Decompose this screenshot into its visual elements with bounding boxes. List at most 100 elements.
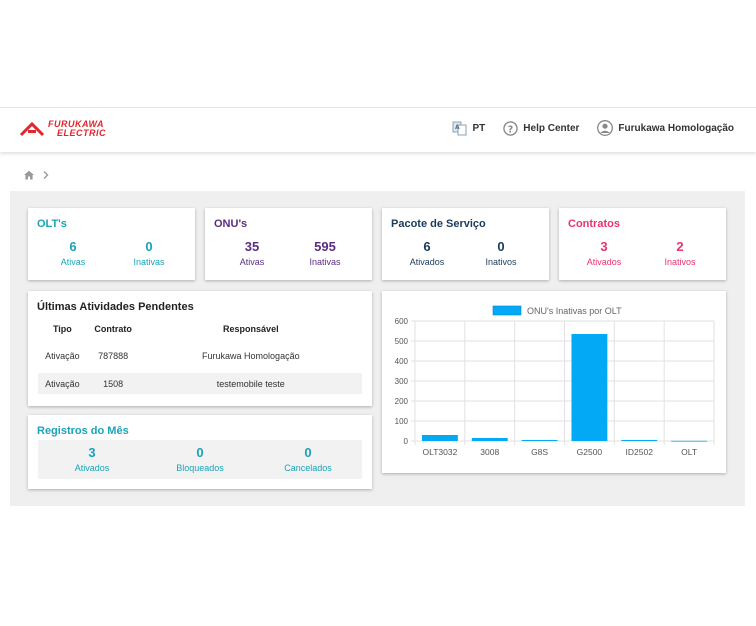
package-active-label: Ativados — [409, 257, 445, 267]
records-blocked-stat: 0 Bloqueados — [165, 445, 235, 475]
y-tick-label: 500 — [395, 337, 409, 346]
contracts-active-label: Ativados — [586, 257, 622, 267]
chart-bar — [621, 440, 658, 441]
contracts-inactive-stat: 2 Inativos — [645, 239, 715, 269]
chart-legend-swatch — [492, 305, 522, 316]
chart-bar — [421, 435, 458, 441]
contracts-active-count: 3 — [600, 239, 608, 254]
package-active-stat: 6 Ativados — [392, 239, 462, 269]
cell-responsavel: Furukawa Homologação — [202, 351, 300, 361]
cell-tipo: Ativação — [45, 351, 80, 361]
cell-contrato: 1508 — [86, 373, 140, 394]
records-activated-stat: 3 Ativados — [57, 445, 127, 475]
breadcrumb — [23, 170, 51, 180]
col-header-tipo: Tipo — [52, 323, 72, 334]
y-tick-label: 0 — [404, 437, 409, 446]
brand-logo[interactable]: FURUKAWA ELECTRIC — [19, 120, 106, 138]
col-header-responsavel: Responsável — [223, 323, 279, 334]
olt-active-label: Ativas — [60, 257, 86, 267]
y-tick-label: 300 — [395, 377, 409, 386]
records-activated-count: 3 — [88, 445, 96, 460]
cell-responsavel: testemobile teste — [139, 373, 362, 394]
chart-legend-label: ONU's Inativas por OLT — [527, 306, 622, 316]
language-selector[interactable]: A PT — [452, 120, 486, 136]
onu-inactive-count: 595 — [314, 239, 336, 254]
contracts-card-title: Contratos — [568, 218, 620, 230]
y-tick-label: 200 — [395, 397, 409, 406]
inactive-onu-chart-card: ONU's Inativas por OLT 0 100 200 300 400 500 60… — [382, 291, 726, 473]
dashboard-content: OLT's 6 Ativas 0 Inativas ONU's 35 Ativa… — [10, 191, 745, 506]
monthly-records-strip — [38, 440, 362, 479]
records-blocked-count: 0 — [196, 445, 204, 460]
help-center-link[interactable]: ? Help Center — [503, 120, 580, 136]
chart-bar — [521, 440, 558, 441]
table-row[interactable]: Ativação 787888 Furukawa Homologação — [38, 339, 362, 373]
service-package-title: Pacote de Serviço — [391, 218, 486, 230]
home-icon[interactable] — [23, 170, 35, 180]
monthly-records-title: Registros do Mês — [37, 425, 129, 437]
olt-active-stat: 6 Ativas — [38, 239, 108, 269]
pending-activities-card: Últimas Atividades Pendentes Tipo Contra… — [28, 291, 372, 406]
onu-active-count: 35 — [244, 239, 260, 254]
x-tick-label: OLT3032 — [423, 447, 458, 457]
x-tick-label: G8S — [531, 447, 548, 457]
chevron-right-icon — [43, 171, 49, 179]
onu-active-label: Ativas — [239, 257, 265, 267]
x-tick-label: ID2502 — [626, 447, 654, 457]
monthly-records-card: Registros do Mês 3 Ativados 0 Bloqueados… — [28, 415, 372, 489]
records-cancelled-label: Cancelados — [284, 463, 332, 473]
records-cancelled-stat: 0 Cancelados — [273, 445, 343, 475]
onu-card[interactable]: ONU's 35 Ativas 595 Inativas — [205, 208, 372, 280]
chart-bar — [471, 438, 508, 441]
contracts-inactive-label: Inativos — [664, 257, 696, 267]
brand-line1: FURUKAWA — [48, 119, 104, 129]
chart-bar — [671, 440, 708, 442]
records-activated-label: Ativados — [74, 463, 110, 473]
question-icon: ? — [503, 120, 519, 136]
svg-text:A: A — [455, 124, 460, 131]
x-tick-label: G2500 — [577, 447, 603, 457]
inactive-onu-bar-chart: ONU's Inativas por OLT 0 100 200 300 400 500 60… — [395, 305, 715, 457]
olt-inactive-label: Inativas — [133, 257, 165, 267]
chart-bar — [571, 334, 608, 441]
brand-line2: ELECTRIC — [57, 128, 106, 138]
language-label: PT — [472, 122, 486, 134]
olt-inactive-stat: 0 Inativas — [114, 239, 184, 269]
furukawa-logo-icon — [19, 121, 45, 137]
olt-card-title: OLT's — [37, 218, 67, 230]
translate-icon: A — [452, 121, 467, 136]
x-tick-label: OLT — [681, 447, 697, 457]
x-tick-label: 3008 — [480, 447, 499, 457]
onu-inactive-stat: 595 Inativas — [290, 239, 360, 269]
package-inactive-count: 0 — [497, 239, 505, 254]
service-package-card[interactable]: Pacote de Serviço 6 Ativados 0 Inativos — [382, 208, 549, 280]
records-cancelled-count: 0 — [304, 445, 312, 460]
records-blocked-label: Bloqueados — [176, 463, 224, 473]
y-tick-label: 100 — [395, 417, 409, 426]
cell-tipo: Ativação — [38, 373, 87, 394]
olt-active-count: 6 — [69, 239, 77, 254]
onu-active-stat: 35 Ativas — [217, 239, 287, 269]
contracts-inactive-count: 2 — [676, 239, 684, 254]
help-center-label: Help Center — [523, 122, 580, 134]
cell-contrato: 787888 — [98, 351, 129, 361]
y-tick-label: 600 — [395, 317, 409, 326]
table-row[interactable]: Ativação 1508 testemobile teste — [38, 373, 362, 394]
package-inactive-label: Inativos — [485, 257, 517, 267]
user-menu[interactable]: Furukawa Homologação — [597, 120, 734, 136]
y-tick-label: 400 — [395, 357, 409, 366]
package-inactive-stat: 0 Inativos — [466, 239, 536, 269]
pending-activities-title: Últimas Atividades Pendentes — [37, 301, 194, 313]
contracts-active-stat: 3 Ativados — [569, 239, 639, 269]
olt-card[interactable]: OLT's 6 Ativas 0 Inativas — [28, 208, 195, 280]
col-header-contrato: Contrato — [94, 323, 132, 334]
package-active-count: 6 — [423, 239, 431, 254]
user-name: Furukawa Homologação — [618, 122, 734, 134]
user-avatar-icon — [597, 120, 614, 136]
top-header: FURUKAWA ELECTRIC A PT ? Help Center — [0, 107, 756, 152]
svg-text:?: ? — [508, 124, 513, 135]
olt-inactive-count: 0 — [145, 239, 153, 254]
app-frame: FURUKAWA ELECTRIC A PT ? Help Center — [0, 107, 756, 518]
contracts-card[interactable]: Contratos 3 Ativados 2 Inativos — [559, 208, 726, 280]
pending-activities-table: Tipo Contrato Responsável Ativação 78788… — [38, 318, 362, 394]
